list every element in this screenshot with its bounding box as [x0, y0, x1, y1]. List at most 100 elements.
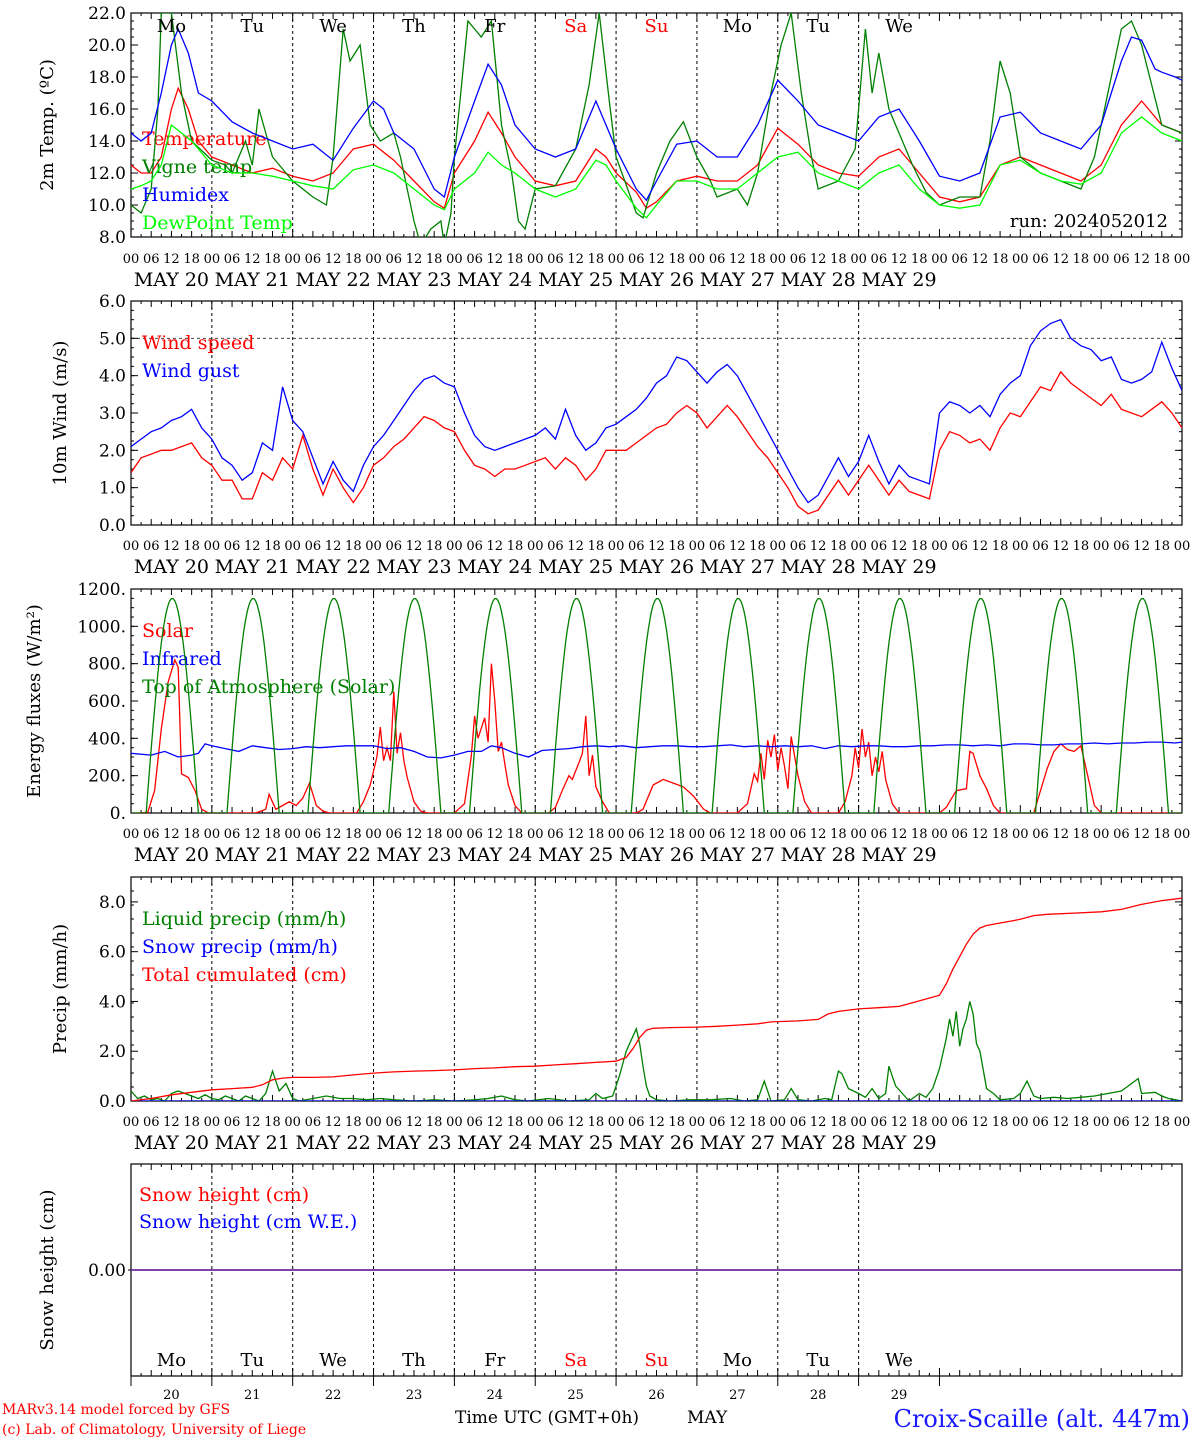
legend-entry: Solar — [142, 620, 194, 642]
hour-tick-label: 06 — [1113, 539, 1130, 554]
y-tick-label: 2.0 — [99, 441, 126, 461]
y-tick-label: 1200. — [77, 580, 126, 600]
hour-tick-label: 00 — [608, 539, 625, 554]
hour-tick-label: 06 — [547, 539, 564, 554]
hour-tick-label: 12 — [406, 827, 423, 842]
hour-tick-label: 18 — [1073, 827, 1090, 842]
hour-tick-label: 00 — [123, 539, 140, 554]
date-label: MAY 26 — [619, 269, 694, 291]
series-line — [131, 597, 1182, 813]
hour-tick-label: 12 — [163, 539, 180, 554]
day-number-label: 27 — [729, 1388, 746, 1403]
hour-tick-label: 06 — [1032, 539, 1049, 554]
panel-2: 0.0 1.0 2.0 3.0 4.0 5.0 6.0 10m Wind (m/s) Wind … — [50, 292, 1190, 578]
hour-tick-label: 00 — [204, 539, 221, 554]
hour-tick-label: 06 — [385, 827, 402, 842]
hour-tick-label: 18 — [749, 539, 766, 554]
hour-tick-label: 00 — [931, 827, 948, 842]
y-tick-label: 800. — [88, 655, 126, 675]
hour-tick-label: 18 — [992, 252, 1009, 267]
y-tick-label: 20.0 — [88, 36, 126, 56]
hour-tick-label: 00 — [689, 539, 706, 554]
hour-tick-label: 18 — [426, 1115, 443, 1130]
hour-tick-label: 06 — [385, 1115, 402, 1130]
hour-tick-label: 00 — [850, 827, 867, 842]
hour-tick-label: 12 — [972, 539, 989, 554]
y-axis-label: Snow height (cm) — [37, 1189, 58, 1350]
date-label: MAY 29 — [861, 1132, 936, 1154]
hour-tick-label: 12 — [891, 1115, 908, 1130]
y-tick-label: 14.0 — [88, 132, 126, 152]
hour-tick-label: 06 — [305, 252, 322, 267]
hour-tick-label: 06 — [628, 1115, 645, 1130]
hour-tick-label: 18 — [992, 827, 1009, 842]
panel-4: 0.0 2.0 4.0 6.0 8.0 Precip (mm/h) Liquid preci… — [50, 876, 1190, 1154]
hour-tick-label: 06 — [790, 827, 807, 842]
y-tick-label: 1.0 — [99, 479, 126, 499]
hour-tick-label: 06 — [628, 252, 645, 267]
legend-entry: Snow precip (mm/h) — [142, 936, 338, 958]
date-label: MAY 26 — [619, 556, 694, 578]
hour-tick-label: 18 — [426, 252, 443, 267]
series-line — [131, 370, 1182, 515]
hour-tick-label: 06 — [628, 827, 645, 842]
y-tick-label: 0.00 — [88, 1261, 126, 1281]
x-axis-month: MAY — [687, 1408, 728, 1428]
hour-tick-label: 00 — [1093, 539, 1110, 554]
hour-tick-label: 12 — [567, 539, 584, 554]
date-label: MAY 24 — [457, 556, 532, 578]
hour-tick-label: 00 — [446, 1115, 463, 1130]
hour-tick-label: 12 — [163, 827, 180, 842]
series-line — [131, 1001, 1182, 1101]
hour-tick-label: 18 — [588, 539, 605, 554]
hour-tick-label: 12 — [406, 1115, 423, 1130]
hour-tick-label: 12 — [163, 252, 180, 267]
hour-tick-label: 00 — [689, 827, 706, 842]
hour-tick-label: 00 — [284, 539, 301, 554]
hour-tick-label: 18 — [911, 252, 928, 267]
hour-tick-label: 18 — [507, 827, 524, 842]
hour-tick-label: 00 — [204, 827, 221, 842]
hour-tick-label: 18 — [345, 1115, 362, 1130]
hour-tick-label: 12 — [1133, 827, 1150, 842]
hour-tick-label: 18 — [830, 827, 847, 842]
y-tick-label: 3.0 — [99, 404, 126, 424]
hour-tick-label: 18 — [264, 1115, 281, 1130]
y-tick-label: 0.0 — [99, 516, 126, 536]
hour-tick-label: 06 — [790, 252, 807, 267]
hour-tick-label: 12 — [891, 252, 908, 267]
date-label: MAY 23 — [376, 1132, 451, 1154]
hour-tick-label: 00 — [850, 1115, 867, 1130]
legend-entry: Temperature — [142, 128, 266, 150]
hour-tick-label: 18 — [1073, 539, 1090, 554]
y-tick-label: 0. — [110, 804, 126, 824]
hour-tick-label: 06 — [224, 827, 241, 842]
hour-tick-label: 12 — [325, 252, 342, 267]
date-label: MAY 28 — [781, 1132, 856, 1154]
date-label: MAY 25 — [538, 269, 613, 291]
day-name-label: Su — [645, 16, 669, 37]
day-number-label: 21 — [244, 1388, 261, 1403]
hour-tick-label: 12 — [648, 539, 665, 554]
date-label: MAY 21 — [215, 269, 290, 291]
panel-3: 0. 200. 400. 600. 800. 1000. 1200. Energy fluxe… — [24, 580, 1190, 866]
legend-entry: Total cumulated (cm) — [142, 964, 347, 986]
legend-entry: Liquid precip (mm/h) — [142, 908, 346, 930]
series-line — [131, 318, 1182, 504]
hour-tick-label: 00 — [1012, 252, 1029, 267]
hour-tick-label: 18 — [1154, 539, 1171, 554]
date-label: MAY 25 — [538, 1132, 613, 1154]
y-tick-label: 6.0 — [99, 943, 126, 963]
y-tick-label: 4.0 — [99, 992, 126, 1012]
hour-tick-label: 00 — [1093, 252, 1110, 267]
series-line — [131, 86, 1182, 210]
hour-tick-label: 18 — [345, 827, 362, 842]
hour-tick-label: 00 — [284, 1115, 301, 1130]
hour-tick-label: 18 — [1073, 1115, 1090, 1130]
panel-1: 8.0 10.0 12.0 14.0 16.0 18.0 20.0 22.0 2m Temp. … — [37, 4, 1190, 291]
hour-tick-label: 00 — [769, 252, 786, 267]
hour-tick-label: 00 — [769, 1115, 786, 1130]
hour-tick-label: 12 — [648, 827, 665, 842]
hour-tick-label: 06 — [143, 252, 160, 267]
hour-tick-label: 00 — [1093, 1115, 1110, 1130]
